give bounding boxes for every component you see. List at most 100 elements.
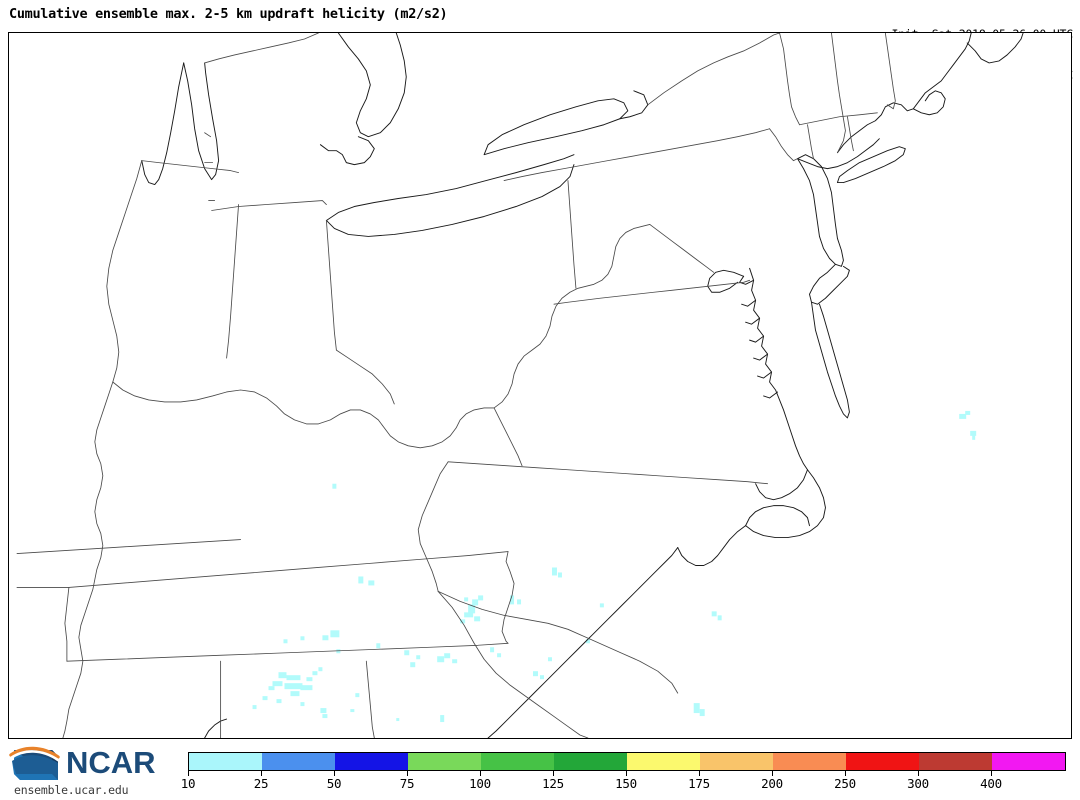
- colorbar-band-125: [554, 753, 627, 770]
- uh-contour-cell: [557, 572, 562, 578]
- lake-erie-south-shore: [326, 165, 574, 237]
- michigan-upper-peninsula: [205, 33, 319, 63]
- colorbar-tickmark: [991, 771, 992, 776]
- outer-banks: [746, 470, 826, 538]
- uh-contour-cell: [322, 635, 329, 641]
- colorbar-band-75: [408, 753, 481, 770]
- ncar-wordmark: NCAR: [66, 745, 156, 780]
- colorbar-bands[interactable]: [188, 752, 1066, 771]
- colorbar-band-300: [919, 753, 992, 770]
- ohio-pennsylvania-border: [568, 181, 576, 289]
- alabama-georgia-border: [366, 661, 374, 738]
- us-canada-border: [648, 33, 780, 105]
- colorbar-tickmark: [626, 771, 627, 776]
- updraft-helicity-field: [252, 410, 977, 723]
- uh-contour-cell: [970, 430, 977, 436]
- uh-contour-cell: [972, 434, 976, 440]
- lake-michigan-west-shore: [142, 63, 184, 185]
- indiana-illinois-border: [227, 205, 239, 359]
- uh-contour-cell: [965, 410, 971, 415]
- uh-contour-cell: [283, 639, 288, 644]
- kentucky-virginia-border: [494, 408, 522, 466]
- colorbar-tickmark: [772, 771, 773, 776]
- maine-coast: [967, 33, 1023, 63]
- saginaw-bay: [320, 137, 374, 165]
- ct-ny-border: [807, 125, 813, 159]
- west-virginia-border: [494, 224, 650, 407]
- page-title: Cumulative ensemble max. 2-5 km updraft …: [9, 6, 448, 22]
- uh-contour-cell: [410, 662, 416, 668]
- uh-contour-cell: [336, 649, 341, 654]
- maryland-pennsylvania-line: [708, 280, 750, 286]
- cape-cod: [913, 91, 945, 115]
- colorbar-tickmark: [553, 771, 554, 776]
- uh-contour-cell: [551, 567, 557, 576]
- colorbar-tickmark: [699, 771, 700, 776]
- nh-maine-border: [885, 33, 895, 109]
- colorbar-tickmark: [407, 771, 408, 776]
- uh-contour-cell: [478, 595, 484, 601]
- uh-contour-cell: [444, 653, 451, 659]
- geography-layer: [17, 33, 1023, 738]
- virginia-nc-border: [448, 462, 767, 484]
- tennessee-north-border: [69, 552, 508, 588]
- colorbar-tickmark: [261, 771, 262, 776]
- uh-contour-cell: [306, 677, 313, 682]
- colorbar-band-250: [846, 753, 919, 770]
- colorbar-tickmark: [188, 771, 189, 776]
- colorbar: 10 25 50 75 100 125 150 175 200 250 300 400: [181, 752, 1066, 798]
- uh-contour-cell: [312, 671, 318, 676]
- missouri-arkansas-border: [17, 540, 241, 554]
- potomac-river: [708, 270, 744, 292]
- ncar-logo-mark: [9, 746, 60, 780]
- map-canvas: [9, 33, 1071, 738]
- tennessee-east-border: [502, 552, 514, 644]
- colorbar-tickmark: [480, 771, 481, 776]
- new-england-coast: [837, 33, 971, 153]
- colorbar-band-400: [992, 753, 1065, 770]
- ohio-indiana-border: [326, 220, 336, 350]
- ct-ri-border: [847, 117, 853, 151]
- nc-sc-border: [438, 591, 678, 693]
- michigan-inner-tick-1: [205, 133, 211, 137]
- uh-contour-cell: [358, 576, 364, 584]
- uh-contour-cell: [332, 483, 337, 489]
- michigan-indiana-ohio-border: [212, 201, 327, 211]
- arkansas-mississippi-border: [65, 587, 69, 661]
- uh-contour-cell: [547, 657, 552, 662]
- lake-ontario-outlet: [620, 91, 648, 119]
- colorbar-tick-label: 250: [834, 776, 856, 791]
- colorbar-tick-label: 125: [542, 776, 564, 791]
- uh-contour-cell: [284, 683, 303, 690]
- uh-contour-cell: [585, 639, 590, 644]
- colorbar-tick-label: 200: [761, 776, 783, 791]
- uh-contour-cell: [440, 715, 445, 723]
- uh-contour-cell: [464, 612, 474, 618]
- vermont-nh-border: [831, 33, 845, 153]
- plot-header: Cumulative ensemble max. 2-5 km updraft …: [0, 0, 1080, 81]
- colorbar-tick-label: 75: [399, 776, 415, 791]
- lake-erie: [326, 155, 574, 221]
- uh-contour-cell: [497, 653, 502, 658]
- uh-contour-cell: [717, 615, 722, 621]
- ncar-logo[interactable]: NCAR ensemble.ucar.edu: [4, 743, 174, 797]
- colorbar-band-200: [773, 753, 846, 770]
- lake-michigan: [184, 63, 219, 180]
- uh-contour-cell: [517, 599, 522, 605]
- uh-contour-cell: [452, 659, 458, 664]
- uh-contour-cell: [268, 686, 275, 691]
- uh-contour-cell: [711, 611, 717, 617]
- uh-contour-cell: [699, 709, 705, 717]
- plot-footer: NCAR ensemble.ucar.edu 10 25 50 75 100 125 150…: [0, 739, 1080, 800]
- long-island: [837, 147, 905, 183]
- uh-contour-cell: [330, 630, 340, 638]
- ncar-url-label: ensemble.ucar.edu: [14, 783, 129, 797]
- mississippi-river: [63, 382, 113, 738]
- gulf-coast-corner: [205, 719, 227, 738]
- colorbar-tickmark: [845, 771, 846, 776]
- colorbar-tick-label: 175: [688, 776, 710, 791]
- uh-contour-cell: [396, 718, 400, 722]
- colorbar-tickmark: [334, 771, 335, 776]
- colorbar-tick-label: 50: [326, 776, 342, 791]
- colorbar-band-150: [627, 753, 700, 770]
